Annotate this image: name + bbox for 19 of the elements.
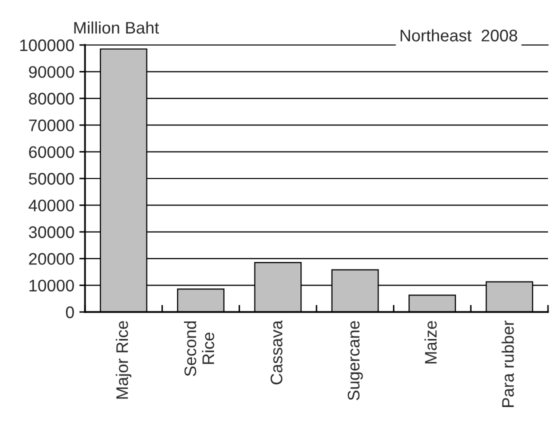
y-tick-label: 30000 [28, 226, 74, 238]
y-tick-label: 40000 [28, 200, 74, 212]
x-tick-label: Second Rice [184, 321, 214, 376]
x-tick-label: Sugercane [348, 321, 363, 400]
chart-title: Northeast 2008 [400, 29, 518, 42]
y-tick-label: 50000 [28, 172, 74, 185]
y-tick-label: 70000 [29, 120, 74, 132]
y-tick-label: 0 [66, 306, 74, 318]
y-tick-label: 20000 [29, 253, 74, 265]
y-tick-label: 60000 [29, 146, 74, 158]
x-tick-label: Major Rice [116, 321, 132, 399]
y-tick-label: 80000 [28, 92, 74, 105]
y-tick-label: 100000 [20, 39, 74, 52]
x-tick-label: Maize [424, 321, 437, 364]
x-tick-label: Cassava [270, 320, 282, 384]
y-axis-title: Million Baht [74, 21, 159, 34]
x-tick-label: Para rubber [502, 320, 514, 407]
y-tick-label: 10000 [30, 280, 74, 292]
y-tick-label: 90000 [29, 66, 74, 78]
